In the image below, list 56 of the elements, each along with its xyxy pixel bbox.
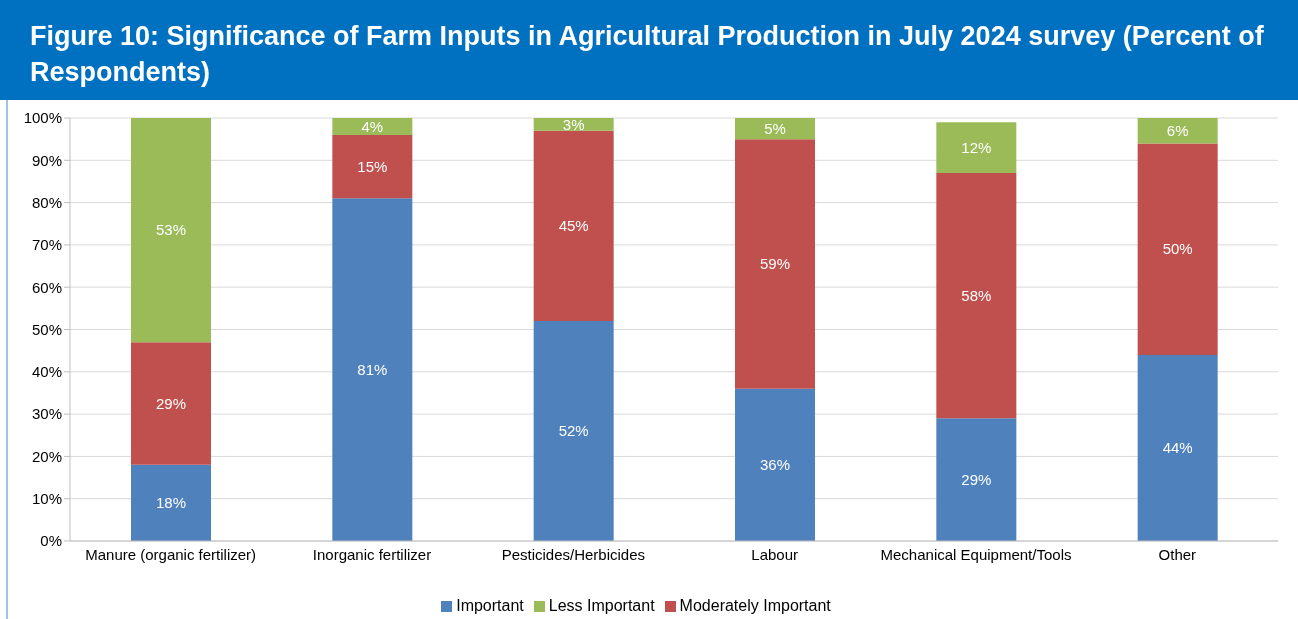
y-tick-label: 30%	[31, 405, 62, 423]
data-label: 44%	[1162, 439, 1193, 457]
y-tick-label: 50%	[31, 320, 62, 338]
legend-label: Less Important	[548, 597, 655, 614]
data-label: 52%	[558, 422, 589, 440]
y-tick-label: 100%	[23, 109, 62, 127]
legend-label: Moderately Important	[679, 597, 831, 614]
data-label: 45%	[558, 217, 589, 235]
data-label: 50%	[1162, 240, 1193, 258]
y-tick-label: 40%	[31, 363, 62, 381]
bar	[1137, 143, 1218, 355]
data-label: 6%	[1166, 122, 1189, 140]
data-label: 53%	[155, 221, 187, 239]
y-tick-label: 10%	[31, 490, 62, 508]
data-label: 18%	[155, 494, 187, 512]
data-label: 29%	[961, 470, 992, 488]
y-tick-label: 60%	[31, 278, 62, 296]
y-tick-label: 70%	[31, 236, 62, 254]
data-label: 81%	[357, 361, 388, 379]
y-tick-label: 0%	[40, 532, 62, 550]
bar	[735, 118, 815, 140]
bar	[735, 388, 815, 541]
x-tick-label: Pesticides/Herbicides	[501, 545, 646, 563]
bar	[131, 118, 211, 343]
x-tick-label: Manure (organic fertilizer)	[85, 545, 257, 563]
data-label: 4%	[361, 117, 384, 135]
bar	[131, 464, 211, 541]
bar	[533, 130, 614, 322]
data-label: 29%	[155, 394, 187, 412]
bar	[735, 139, 815, 389]
chart-title: Figure 10: Significance of Farm Inputs in Agricultural Production in July 2024 survey (Percent of Respondents)	[0, 0, 1298, 100]
x-tick-label: Inorganic fertilizer	[312, 545, 432, 563]
bar	[936, 122, 1017, 173]
data-label: 3%	[562, 115, 585, 133]
data-label: 15%	[357, 157, 388, 175]
data-label: 5%	[764, 119, 786, 137]
legend-label: Important	[456, 597, 524, 614]
bar	[1137, 118, 1218, 144]
bar	[936, 172, 1017, 419]
bar	[936, 418, 1017, 541]
data-label: 36%	[759, 456, 791, 474]
y-tick-label: 20%	[31, 447, 62, 465]
bar	[131, 342, 211, 465]
bar	[1137, 354, 1218, 541]
data-label: 59%	[759, 255, 791, 273]
y-tick-label: 80%	[31, 193, 62, 211]
bar	[332, 118, 413, 135]
data-label: 58%	[961, 286, 992, 304]
x-tick-label: Labour	[751, 545, 799, 563]
bar	[332, 134, 413, 199]
bar	[533, 321, 614, 541]
y-tick-label: 90%	[31, 151, 62, 169]
data-label: 12%	[961, 138, 992, 156]
bar	[332, 198, 413, 541]
x-tick-label: Mechanical Equipment/Tools	[880, 545, 1072, 563]
x-tick-label: Other	[1158, 545, 1197, 563]
